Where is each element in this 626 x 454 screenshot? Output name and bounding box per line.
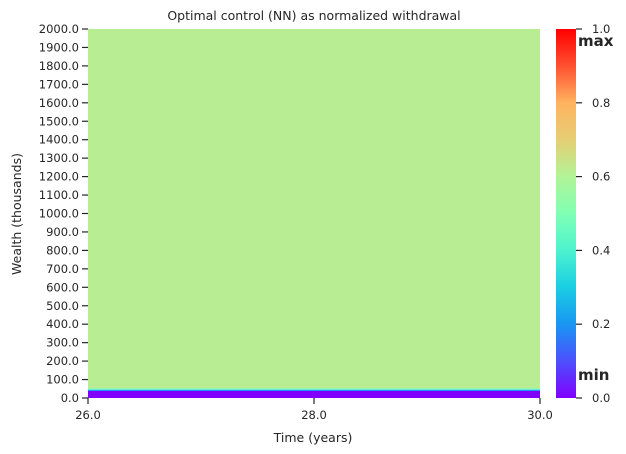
- heatmap-band: [88, 29, 540, 389]
- y-tick-label: 600.0: [46, 280, 79, 294]
- x-tick-label: 26.0: [75, 408, 101, 422]
- y-tick-label: 2000.0: [39, 22, 79, 36]
- colorbar-tick-label: 0.4: [592, 243, 610, 257]
- colorbar-tick-label: 0.0: [592, 391, 610, 405]
- y-tick-label: 1000.0: [39, 207, 79, 221]
- y-tick-label: 300.0: [46, 336, 79, 350]
- y-tick-label: 1500.0: [39, 114, 79, 128]
- x-axis: 26.0 28.0 30.0: [75, 398, 553, 422]
- y-tick-label: 0.0: [61, 391, 79, 405]
- x-axis-label: Time (years): [273, 430, 353, 445]
- heatmap-band: [88, 388, 540, 390]
- y-tick-label: 900.0: [46, 225, 79, 239]
- colorbar-axis: 0.0 0.2 0.4 0.6 0.8 1.0: [576, 22, 610, 405]
- heatmap-plot: [88, 29, 540, 398]
- y-tick-label: 800.0: [46, 243, 79, 257]
- colorbar: [556, 29, 576, 398]
- y-tick-label: 1300.0: [39, 151, 79, 165]
- y-tick-label: 1600.0: [39, 96, 79, 110]
- y-axis-label: Wealth (thousands): [9, 153, 24, 275]
- y-tick-label: 100.0: [46, 373, 79, 387]
- colorbar-tick-label: 0.8: [592, 96, 610, 110]
- x-tick-label: 28.0: [301, 408, 327, 422]
- y-tick-label: 1100.0: [39, 188, 79, 202]
- y-tick-label: 400.0: [46, 317, 79, 331]
- y-axis: 0.0 100.0 200.0 300.0 400.0 500.0 600.0 700.0 80…: [39, 22, 88, 405]
- y-tick-label: 1900.0: [39, 40, 79, 54]
- y-tick-label: 1200.0: [39, 170, 79, 184]
- colorbar-tick-label: 1.0: [592, 22, 610, 36]
- y-tick-label: 500.0: [46, 299, 79, 313]
- colorbar-tick-label: 0.2: [592, 317, 610, 331]
- heatmap-band: [88, 389, 540, 391]
- y-tick-label: 1800.0: [39, 59, 79, 73]
- x-tick-label: 30.0: [527, 408, 553, 422]
- y-tick-label: 200.0: [46, 354, 79, 368]
- y-tick-label: 1400.0: [39, 133, 79, 147]
- colorbar-min-label: min: [578, 366, 609, 384]
- colorbar-tick-label: 0.6: [592, 170, 610, 184]
- colorbar-max-label: max: [578, 32, 614, 50]
- chart-title: Optimal control (NN) as normalized withd…: [167, 8, 460, 23]
- y-tick-label: 700.0: [46, 262, 79, 276]
- heatmap-band: [88, 390, 540, 398]
- y-tick-label: 1700.0: [39, 77, 79, 91]
